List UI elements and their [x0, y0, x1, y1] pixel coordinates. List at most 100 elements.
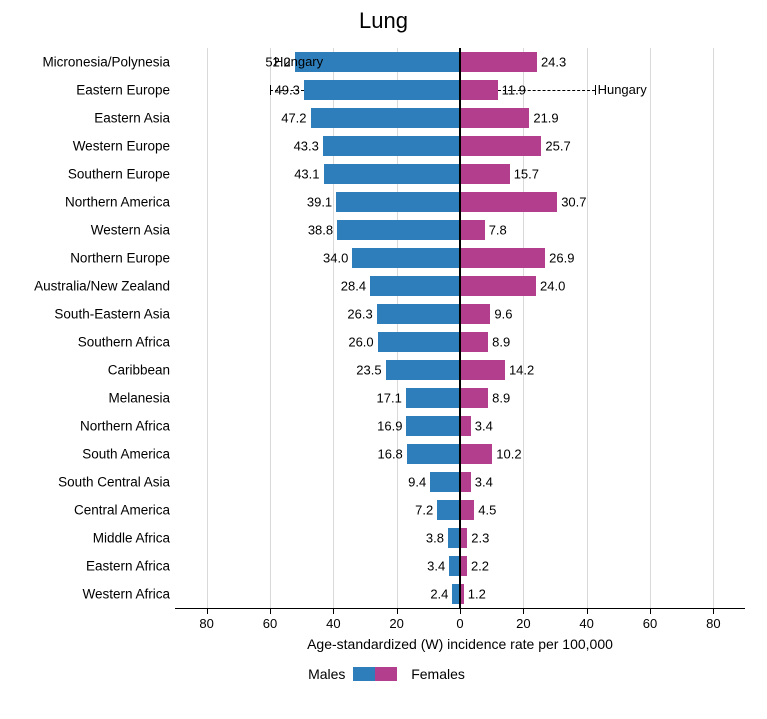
male-value: 28.4 [341, 279, 370, 294]
annotation-end-cap [270, 85, 271, 95]
region-label: Middle Africa [0, 531, 170, 546]
male-bar [324, 164, 460, 184]
x-tick-label: 0 [456, 616, 463, 631]
legend-females-swatch [375, 667, 397, 681]
region-label: Western Europe [0, 139, 170, 154]
female-bar [460, 528, 467, 548]
female-value: 4.5 [474, 503, 496, 518]
region-label: Eastern Asia [0, 111, 170, 126]
male-bar [406, 388, 460, 408]
male-bar [407, 444, 460, 464]
male-bar [337, 220, 460, 240]
annotation-end-cap [595, 85, 596, 95]
female-bar [460, 80, 498, 100]
female-bar [460, 276, 536, 296]
x-tick-label: 80 [199, 616, 213, 631]
legend-females-label: Females [411, 666, 465, 682]
region-label: Western Asia [0, 223, 170, 238]
region-label: South America [0, 447, 170, 462]
region-label: Western Africa [0, 587, 170, 602]
x-tick-label: 60 [263, 616, 277, 631]
female-bar [460, 248, 545, 268]
male-value: 43.3 [294, 139, 323, 154]
x-tick [270, 608, 271, 614]
female-bar [460, 416, 471, 436]
x-tick [460, 608, 461, 614]
male-value: 16.8 [377, 447, 406, 462]
male-value: 39.1 [307, 195, 336, 210]
region-label: Australia/New Zealand [0, 279, 170, 294]
x-axis-title: Age-standardized (W) incidence rate per … [175, 636, 745, 652]
male-value: 26.3 [347, 307, 376, 322]
female-bar [460, 500, 474, 520]
region-label: Eastern Europe [0, 83, 170, 98]
male-bar [336, 192, 460, 212]
plot-area: Micronesia/Polynesia52.224.3Eastern Euro… [175, 48, 745, 608]
female-value: 26.9 [545, 251, 574, 266]
female-value: 2.2 [467, 559, 489, 574]
region-label: Micronesia/Polynesia [0, 55, 170, 70]
region-label: Southern Africa [0, 335, 170, 350]
male-value: 3.4 [427, 559, 449, 574]
male-bar [352, 248, 460, 268]
male-value: 43.1 [294, 167, 323, 182]
x-tick-label: 40 [579, 616, 593, 631]
female-value: 3.4 [471, 419, 493, 434]
female-value: 1.2 [464, 587, 486, 602]
female-bar [460, 52, 537, 72]
male-value: 26.0 [348, 335, 377, 350]
annotation-extent-line [498, 90, 595, 91]
annotation-extent-line [270, 90, 304, 91]
male-bar [323, 136, 460, 156]
chart-container: Lung Micronesia/Polynesia52.224.3Eastern… [0, 0, 767, 719]
female-value: 30.7 [557, 195, 586, 210]
male-bar [377, 304, 460, 324]
legend-males-swatch [353, 667, 375, 681]
male-value: 16.9 [377, 419, 406, 434]
x-tick [523, 608, 524, 614]
legend-males-label: Males [308, 666, 345, 682]
female-value: 8.9 [488, 391, 510, 406]
x-tick-label: 20 [516, 616, 530, 631]
region-label: Northern America [0, 195, 170, 210]
female-value: 10.2 [492, 447, 521, 462]
male-value: 7.2 [415, 503, 437, 518]
male-value: 2.4 [430, 587, 452, 602]
annotation-label: Hungary [598, 82, 647, 97]
center-axis-line [459, 48, 461, 608]
chart-title: Lung [0, 8, 767, 34]
x-tick [650, 608, 651, 614]
female-value: 14.2 [505, 363, 534, 378]
female-bar [460, 556, 467, 576]
female-bar [460, 332, 488, 352]
male-bar [386, 360, 460, 380]
region-label: Caribbean [0, 363, 170, 378]
female-bar [460, 192, 557, 212]
female-value: 7.8 [485, 223, 507, 238]
female-value: 24.3 [537, 55, 566, 70]
region-label: Northern Africa [0, 419, 170, 434]
male-value: 17.1 [377, 391, 406, 406]
female-value: 8.9 [488, 335, 510, 350]
female-bar [460, 388, 488, 408]
x-tick [207, 608, 208, 614]
male-bar [378, 332, 460, 352]
female-bar [460, 304, 490, 324]
female-value: 3.4 [471, 475, 493, 490]
male-bar [430, 472, 460, 492]
male-bar [370, 276, 460, 296]
region-label: Eastern Africa [0, 559, 170, 574]
female-bar [460, 108, 529, 128]
female-value: 15.7 [510, 167, 539, 182]
x-tick [713, 608, 714, 614]
female-bar [460, 136, 541, 156]
male-bar [437, 500, 460, 520]
region-label: Melanesia [0, 391, 170, 406]
x-tick-label: 80 [706, 616, 720, 631]
male-value: 23.5 [356, 363, 385, 378]
x-tick [333, 608, 334, 614]
x-tick [587, 608, 588, 614]
female-bar [460, 164, 510, 184]
female-value: 21.9 [529, 111, 558, 126]
male-value: 34.0 [323, 251, 352, 266]
